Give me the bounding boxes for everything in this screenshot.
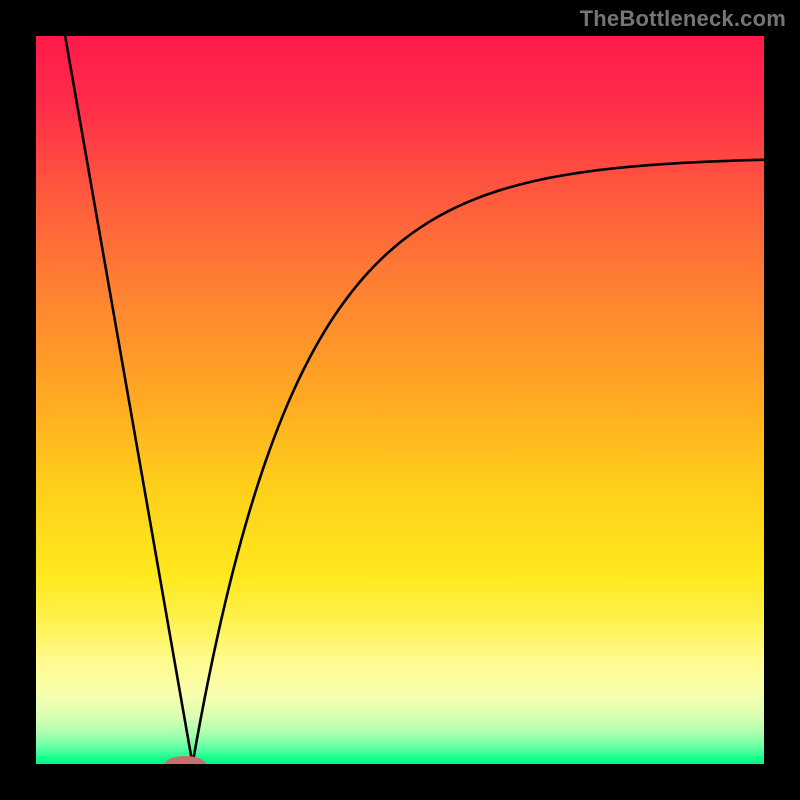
chart-frame: TheBottleneck.com xyxy=(0,0,800,800)
gradient-background xyxy=(36,36,764,764)
plot-area xyxy=(36,36,764,764)
watermark-text: TheBottleneck.com xyxy=(580,6,786,32)
chart-svg xyxy=(36,36,764,764)
